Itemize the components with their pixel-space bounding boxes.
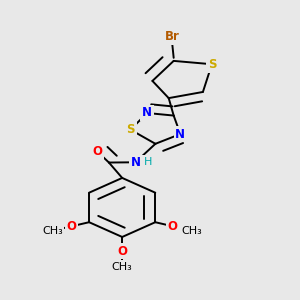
Text: O: O — [67, 220, 76, 233]
Text: O: O — [92, 145, 102, 158]
Text: S: S — [126, 123, 135, 136]
Text: CH₃: CH₃ — [112, 262, 133, 272]
Text: CH₃: CH₃ — [42, 226, 63, 236]
Text: N: N — [130, 156, 140, 169]
Text: O: O — [168, 220, 178, 233]
Text: N: N — [175, 128, 185, 140]
Text: H: H — [144, 157, 152, 166]
Text: Br: Br — [165, 30, 179, 43]
Text: N: N — [142, 106, 152, 119]
Text: S: S — [208, 58, 216, 71]
Text: CH₃: CH₃ — [182, 226, 203, 236]
Text: O: O — [117, 244, 127, 258]
